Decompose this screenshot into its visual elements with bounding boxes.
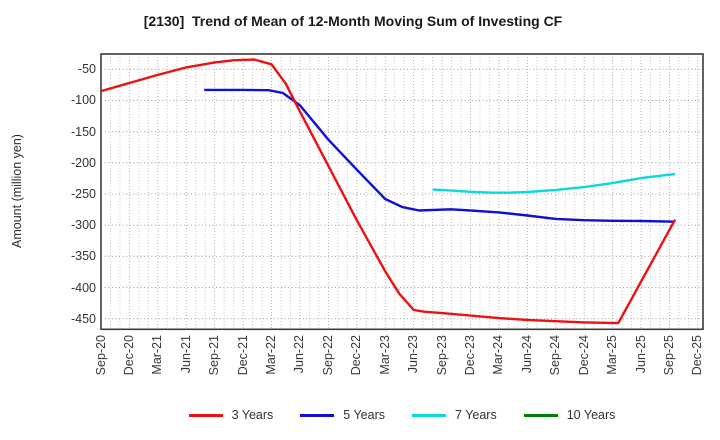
- x-tick-label: Sep-24: [548, 335, 563, 376]
- y-tick-label: -450: [70, 311, 96, 326]
- legend-swatch-3-years: [188, 413, 223, 417]
- y-tick-label: -100: [70, 93, 96, 108]
- legend-swatch-5-years: [300, 413, 335, 417]
- chart-title: [2130] Trend of Mean of 12-Month Moving …: [143, 13, 563, 29]
- legend-label-7-years: 7 Years: [455, 408, 497, 422]
- x-tick-label: Jun-23: [406, 335, 421, 374]
- legend-item-10-years: 10 Years: [523, 408, 616, 422]
- series-line-5-years: [204, 88, 676, 223]
- y-tick-label: -350: [70, 249, 96, 264]
- x-tick-label: Sep-25: [661, 335, 676, 376]
- y-tick-label: -150: [70, 124, 96, 139]
- x-tick-label: Dec-24: [576, 335, 591, 376]
- legend-label-5-years: 5 Years: [343, 408, 386, 422]
- y-tick-label: -400: [70, 280, 96, 295]
- y-tick-label: -50: [77, 62, 96, 77]
- y-tick-label: -300: [70, 218, 96, 233]
- x-tick-label: Mar-25: [605, 335, 620, 375]
- legend-label-10-years: 10 Years: [566, 408, 616, 422]
- x-tick-label: Dec-23: [462, 335, 477, 376]
- x-tick-label: Jun-24: [519, 335, 534, 374]
- legend-item-3-years: 3 Years: [188, 408, 274, 422]
- y-tick-label: -200: [70, 155, 96, 170]
- y-tick-label: -250: [70, 186, 96, 201]
- x-tick-label: Mar-24: [491, 335, 506, 375]
- x-tick-label: Sep-22: [320, 335, 335, 376]
- x-tick-label: Sep-20: [93, 335, 108, 376]
- x-tick-label: Dec-25: [690, 335, 705, 376]
- x-tick-label: Sep-21: [207, 335, 222, 376]
- legend-item-7-years: 7 Years: [412, 408, 497, 422]
- chart-legend: 3 Years 5 Years 7 Years 10 Years: [101, 403, 703, 427]
- legend-swatch-10-years: [523, 413, 558, 417]
- x-tick-label: Dec-22: [349, 335, 364, 376]
- legend-swatch-7-years: [412, 413, 447, 417]
- x-tick-label: Mar-23: [377, 335, 392, 375]
- x-tick-label: Dec-21: [235, 335, 250, 376]
- x-tick-label: Jun-22: [292, 335, 307, 374]
- plot-frame: [100, 53, 704, 331]
- legend-label-3-years: 3 Years: [231, 408, 274, 422]
- legend-item-5-years: 5 Years: [300, 408, 385, 422]
- x-tick-label: Mar-22: [264, 335, 279, 375]
- x-tick-label: Sep-23: [434, 335, 449, 376]
- x-tick-label: Mar-21: [150, 335, 165, 375]
- x-tick-label: Dec-20: [121, 335, 136, 376]
- x-tick-label: Jun-21: [178, 335, 193, 374]
- series-line-3-years: [100, 58, 677, 325]
- series-line-7-years: [432, 172, 676, 194]
- x-tick-label: Jun-25: [633, 335, 648, 374]
